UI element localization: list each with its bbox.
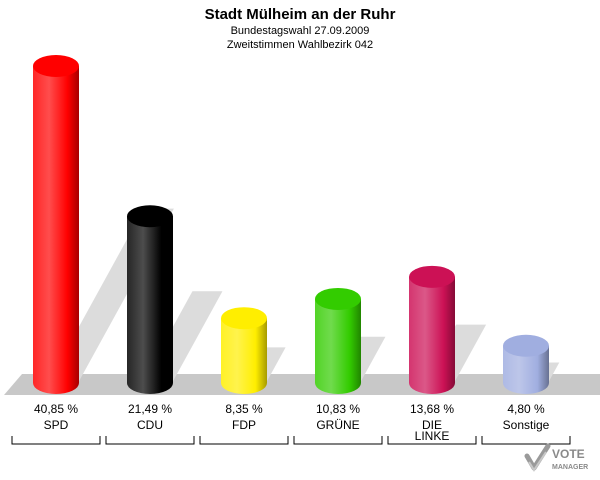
category-label-gruene: GRÜNE — [316, 418, 359, 432]
category-bracket-gruene — [293, 436, 383, 445]
logo-text-vote: VOTE — [552, 447, 585, 461]
labels-layer: 40,85 % SPD 21,49 % CDU 8,35 % FDP 10,83 % GRÜN… — [11, 402, 571, 445]
category-label-sonstige: Sonstige — [503, 418, 550, 432]
bar-spd — [33, 55, 79, 394]
value-label-die-linke: 13,68 % — [410, 402, 454, 416]
vote-manager-logo: VOTE MANAGER — [524, 443, 588, 472]
bar-top-gruene — [315, 287, 361, 310]
chart-header: Stadt Mülheim an der Ruhr Bundestagswahl… — [0, 6, 600, 52]
category-label-cdu: CDU — [137, 418, 163, 432]
value-label-sonstige: 4,80 % — [507, 402, 545, 416]
category-bracket-fdp — [199, 436, 289, 445]
bar-top-die-linke — [409, 265, 455, 288]
bar-die-linke — [409, 265, 455, 394]
chart-subtitle-election: Bundestagswahl 27.09.2009 — [230, 25, 370, 37]
bar-cdu — [127, 205, 173, 394]
bar-body-gruene — [315, 298, 361, 394]
bar-body-cdu — [127, 216, 173, 394]
category-bracket-spd — [11, 436, 101, 445]
bar-sonstige — [503, 334, 549, 394]
value-label-spd: 40,85 % — [34, 402, 78, 416]
bar-body-die-linke — [409, 276, 455, 394]
chart-subtitle-district: Zweitstimmen Wahlbezirk 042 — [226, 39, 374, 51]
category-label-fdp: FDP — [232, 418, 256, 432]
bar-body-fdp — [221, 318, 267, 394]
bar-body-spd — [33, 66, 79, 394]
category-label-die-linke: DIE LINKE — [415, 418, 450, 443]
value-label-cdu: 21,49 % — [128, 402, 172, 416]
chart-title: Stadt Mülheim an der Ruhr — [204, 6, 396, 23]
bar-body-sonstige — [503, 345, 549, 394]
bar-fdp — [221, 307, 267, 394]
bar-top-fdp — [221, 307, 267, 330]
category-bracket-cdu — [105, 436, 195, 445]
bar-gruene — [315, 287, 361, 394]
bar-top-spd — [33, 55, 79, 77]
bar-top-cdu — [127, 205, 173, 228]
value-label-gruene: 10,83 % — [316, 402, 360, 416]
logo-text-manager: MANAGER — [552, 464, 588, 471]
bars-layer — [33, 55, 560, 394]
category-bracket-sonstige — [481, 436, 571, 445]
bar-top-sonstige — [503, 334, 549, 357]
value-label-fdp: 8,35 % — [225, 402, 263, 416]
checkmark-icon — [524, 443, 551, 472]
category-bracket-die-linke — [387, 436, 477, 445]
category-label-spd: SPD — [44, 418, 69, 432]
